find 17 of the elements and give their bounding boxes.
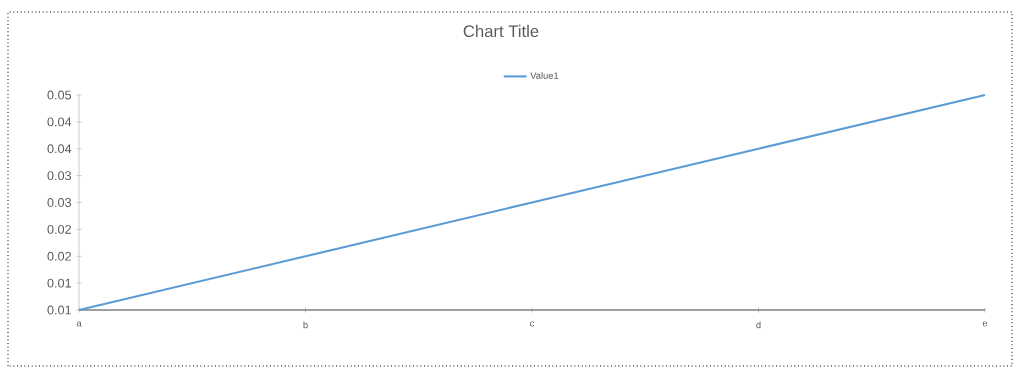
y-tick-label: 0.03 bbox=[47, 171, 72, 181]
x-tick-label: e bbox=[982, 321, 988, 327]
x-tick-label: b bbox=[303, 321, 308, 329]
x-tick-label: c bbox=[530, 321, 535, 327]
y-tick-label: 0.01 bbox=[47, 305, 71, 315]
y-tick-label: 0.04 bbox=[47, 117, 72, 127]
y-tick-label: 0.03 bbox=[47, 198, 72, 207]
y-tick-label: 0.02 bbox=[47, 224, 71, 234]
y-tick-label: 0.05 bbox=[47, 90, 72, 100]
y-tick-label: 0.04 bbox=[47, 144, 72, 154]
y-tick-label: 0.01 bbox=[47, 278, 71, 288]
x-tick-label: d bbox=[756, 321, 761, 329]
y-tick-label: 0.02 bbox=[47, 251, 71, 261]
line-series bbox=[77, 93, 987, 312]
legend-label: Value1 bbox=[530, 72, 559, 79]
x-tick-label: a bbox=[76, 321, 82, 327]
chart-title: Chart Title bbox=[463, 24, 539, 38]
